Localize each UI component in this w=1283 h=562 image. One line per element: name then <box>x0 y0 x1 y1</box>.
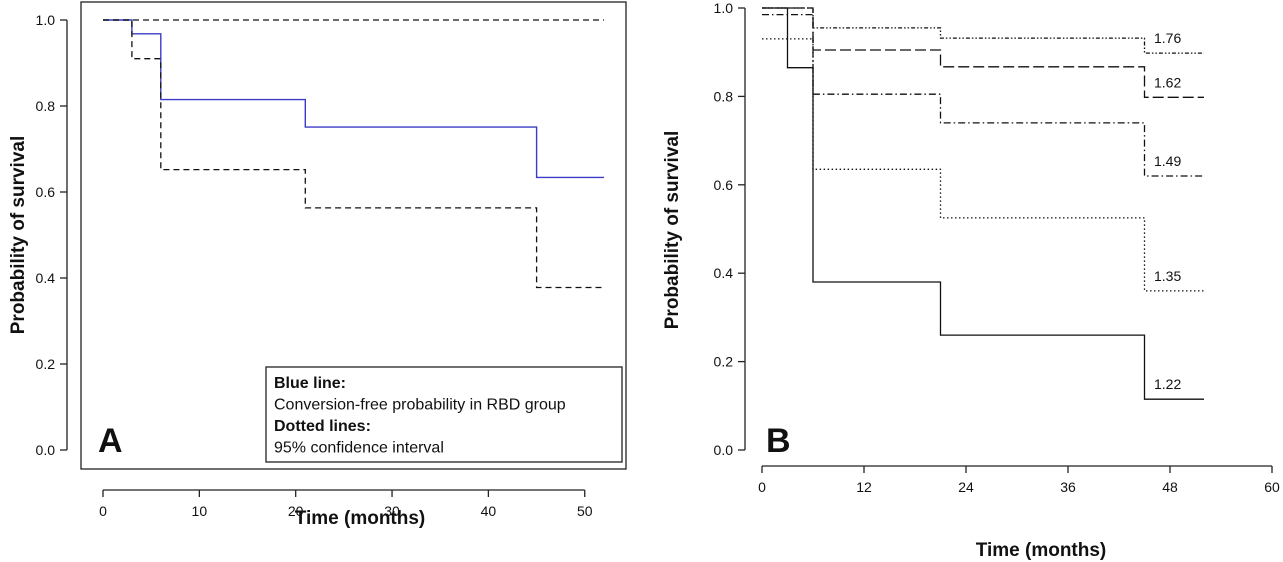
x-tick-label: 36 <box>1060 479 1076 495</box>
survival-curve <box>103 19 604 289</box>
y-tick-label: 0.0 <box>714 442 734 458</box>
y-tick-label: 0.8 <box>36 98 56 114</box>
legend-box <box>265 366 623 463</box>
x-tick-label: 60 <box>1264 479 1280 495</box>
y-axis-title: Probability of survival <box>8 136 29 335</box>
x-tick-label: 0 <box>99 503 107 519</box>
x-tick-label: 12 <box>856 479 872 495</box>
x-axis: 0 12 24 36 48 60 <box>758 465 1280 495</box>
curve-label: 1.49 <box>1154 153 1181 169</box>
y-tick-label: 0.2 <box>36 356 56 372</box>
x-tick-label: 10 <box>192 503 208 519</box>
y-axis-title: Probability of survival <box>662 131 683 330</box>
y-tick-label: 0.4 <box>714 265 734 281</box>
y-tick-label: 1.0 <box>714 0 734 16</box>
panel-b: 0 12 24 36 48 60 0.0 0.2 0.4 0.6 0.8 1.0 Time (month… <box>662 0 1280 561</box>
y-tick-label: 0.4 <box>36 270 56 286</box>
y-axis: 0.0 0.2 0.4 0.6 0.8 1.0 <box>714 0 746 458</box>
plot-frame <box>80 1 627 470</box>
x-axis-title: Time (months) <box>295 508 426 529</box>
x-axis-title: Time (months) <box>976 540 1107 561</box>
curve-label: 1.22 <box>1154 376 1181 392</box>
survival-curve <box>762 38 1204 292</box>
survival-curve <box>103 19 604 179</box>
survival-curve <box>762 7 1204 98</box>
y-tick-label: 0.6 <box>714 177 734 193</box>
y-tick-label: 1.0 <box>36 12 56 28</box>
x-tick-label: 48 <box>1162 479 1178 495</box>
panel-a: 0 10 20 30 40 50 0.0 0.2 0.4 0.6 0.8 1.0 Time (month… <box>8 1 627 529</box>
y-axis: 0.0 0.2 0.4 0.6 0.8 1.0 <box>36 12 68 458</box>
survival-curve <box>762 7 1204 54</box>
x-tick-label: 50 <box>577 503 593 519</box>
curve-label: 1.35 <box>1154 268 1181 284</box>
survival-curve <box>762 13 1204 177</box>
x-tick-label: 20 <box>288 503 304 519</box>
y-tick-label: 0.2 <box>714 354 734 370</box>
x-tick-label: 40 <box>481 503 497 519</box>
y-tick-label: 0.6 <box>36 184 56 200</box>
x-tick-label: 0 <box>758 479 766 495</box>
x-axis: 0 10 20 30 40 50 <box>99 489 593 519</box>
curve-label: 1.62 <box>1154 74 1181 90</box>
x-tick-label: 30 <box>384 503 400 519</box>
legend-line: Blue line: <box>274 375 346 392</box>
survival-curve <box>762 7 1204 400</box>
legend-line: Conversion-free probability in RBD group <box>274 397 566 414</box>
legend-line: 95% confidence interval <box>274 440 444 457</box>
legend: Blue line: Conversion-free probability in… <box>265 366 623 463</box>
panel-letter: A <box>98 422 123 460</box>
legend-line: Dotted lines: <box>274 418 371 435</box>
x-tick-label: 24 <box>958 479 974 495</box>
curve-label: 1.76 <box>1154 30 1181 46</box>
series-group: 1.76 1.62 1.49 1.35 1.22 <box>762 7 1204 400</box>
y-tick-label: 0.8 <box>714 88 734 104</box>
y-tick-label: 0.0 <box>36 442 56 458</box>
series-group <box>103 19 604 289</box>
panel-letter: B <box>766 422 791 460</box>
